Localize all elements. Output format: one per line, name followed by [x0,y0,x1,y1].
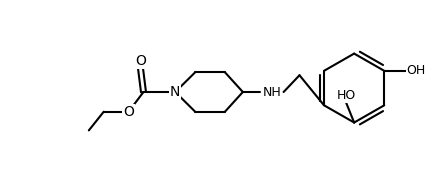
Text: N: N [170,85,180,99]
Text: OH: OH [407,64,425,77]
Text: O: O [135,54,146,68]
Text: HO: HO [337,89,356,102]
Text: NH: NH [262,86,281,98]
Text: O: O [123,105,134,119]
